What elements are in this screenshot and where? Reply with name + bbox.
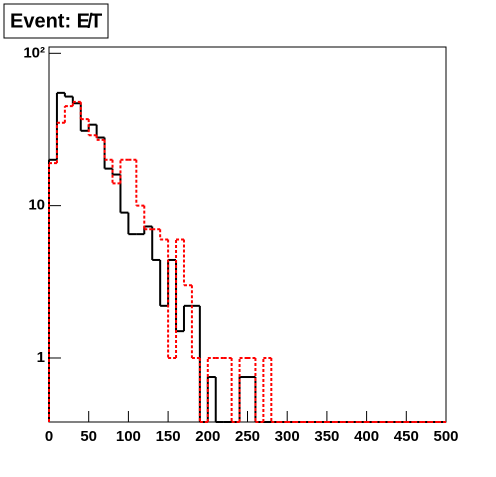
x-tick-label: 300	[275, 428, 300, 445]
x-tick-label: 50	[80, 428, 97, 445]
title-box	[3, 3, 109, 39]
chart-title: Event: E̸T	[10, 10, 102, 32]
y-tick-label: 10²	[23, 44, 45, 61]
x-tick-label: 150	[156, 428, 181, 445]
x-tick-label: 450	[394, 428, 419, 445]
y-tick-label: 10	[28, 197, 45, 214]
y-tick-label: 1	[37, 349, 45, 366]
x-tick-label: 350	[314, 428, 339, 445]
x-tick-label: 500	[433, 428, 458, 445]
x-tick-label: 0	[45, 428, 53, 445]
x-tick-label: 200	[195, 428, 220, 445]
x-tick-label: 100	[116, 428, 141, 445]
x-tick-label: 250	[235, 428, 260, 445]
x-tick-label: 400	[354, 428, 379, 445]
